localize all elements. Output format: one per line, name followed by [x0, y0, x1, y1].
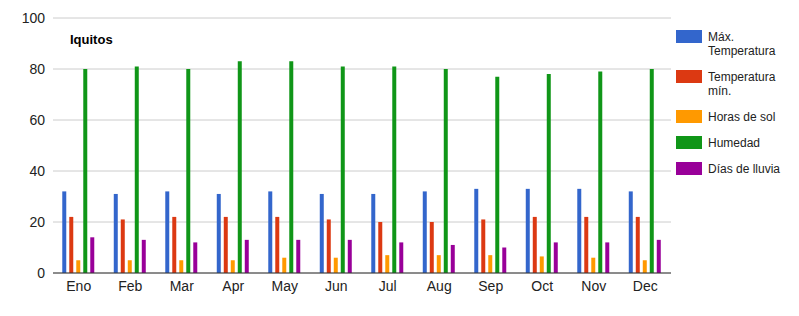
svg-text:Aug: Aug	[427, 278, 452, 294]
svg-text:Apr: Apr	[222, 278, 244, 294]
svg-text:Eno: Eno	[66, 278, 91, 294]
svg-text:60: 60	[29, 112, 45, 128]
svg-text:Dec: Dec	[633, 278, 658, 294]
svg-text:Feb: Feb	[118, 278, 142, 294]
svg-text:Mar: Mar	[170, 278, 194, 294]
svg-text:Oct: Oct	[531, 278, 553, 294]
svg-text:40: 40	[29, 163, 45, 179]
svg-text:80: 80	[29, 61, 45, 77]
html-text:Máx. Temperatura: Máx. Temperatura	[708, 30, 776, 58]
svg-text:Jun: Jun	[325, 278, 348, 294]
html-text:Temperatura mín.: Temperatura mín.	[708, 70, 776, 98]
svg-text:20: 20	[29, 214, 45, 230]
svg-text:May: May	[272, 278, 298, 294]
svg-text:0: 0	[37, 265, 45, 281]
html-text:Iquitos: Iquitos	[70, 32, 113, 47]
svg-text:Nov: Nov	[581, 278, 606, 294]
svg-text:Jul: Jul	[379, 278, 397, 294]
html-text:Días de lluvia: Días de lluvia	[708, 162, 780, 176]
svg-text:Sep: Sep	[478, 278, 503, 294]
svg-text:100: 100	[22, 10, 46, 26]
html-text:Humedad: Humedad	[708, 136, 760, 150]
html-text:Horas de sol: Horas de sol	[708, 110, 776, 124]
